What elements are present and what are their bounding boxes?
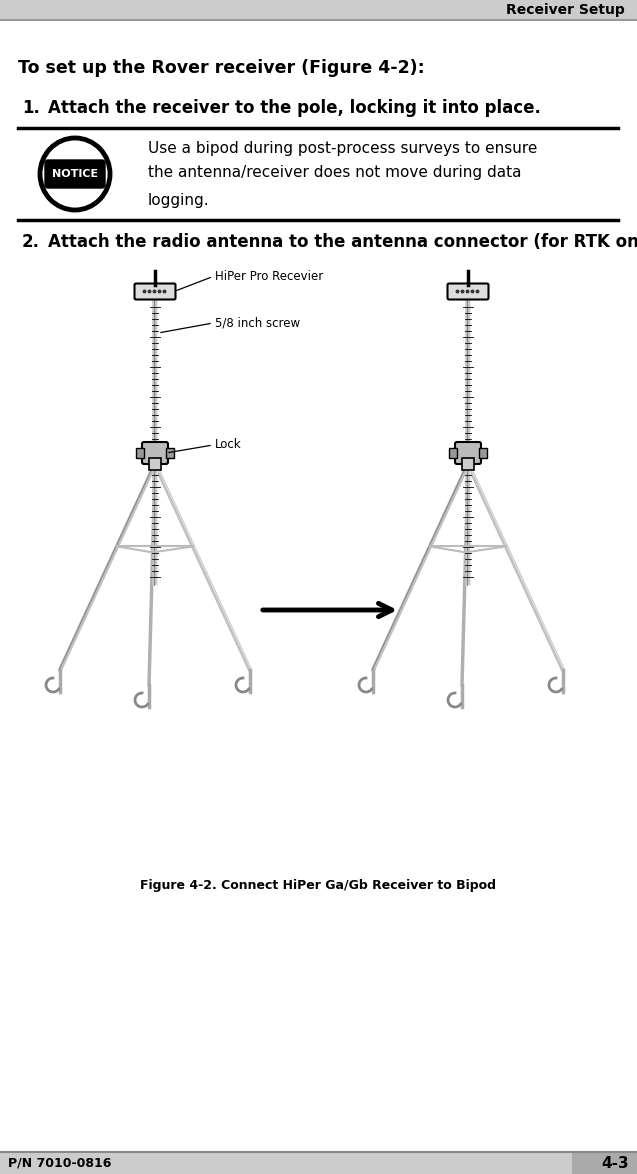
Text: Lock: Lock <box>215 439 241 452</box>
Text: HiPer Pro Recevier: HiPer Pro Recevier <box>215 270 323 283</box>
Text: Use a bipod during post-process surveys to ensure: Use a bipod during post-process surveys … <box>148 141 538 155</box>
Bar <box>449 448 457 458</box>
Text: Attach the receiver to the pole, locking it into place.: Attach the receiver to the pole, locking… <box>48 99 541 117</box>
FancyBboxPatch shape <box>134 283 176 299</box>
Text: NOTICE: NOTICE <box>52 169 98 178</box>
Text: logging.: logging. <box>148 193 210 208</box>
Text: P/N 7010-0816: P/N 7010-0816 <box>8 1156 111 1169</box>
Text: Receiver Setup: Receiver Setup <box>506 4 625 16</box>
Text: 4-3: 4-3 <box>601 1155 629 1170</box>
Bar <box>136 448 144 458</box>
Text: 1.: 1. <box>22 99 40 117</box>
Ellipse shape <box>40 139 110 210</box>
Text: the antenna/receiver does not move during data: the antenna/receiver does not move durin… <box>148 164 522 180</box>
Text: 2.: 2. <box>22 232 40 251</box>
Bar <box>166 448 174 458</box>
Bar <box>0 1152 572 1174</box>
Text: To set up the Rover receiver (Figure 4-2):: To set up the Rover receiver (Figure 4-2… <box>18 59 425 77</box>
Text: 5/8 inch screw: 5/8 inch screw <box>215 317 300 330</box>
Bar <box>0 0 637 20</box>
Text: Attach the radio antenna to the antenna connector (for RTK only).: Attach the radio antenna to the antenna … <box>48 232 637 251</box>
Text: Figure 4-2. Connect HiPer Ga/Gb Receiver to Bipod: Figure 4-2. Connect HiPer Ga/Gb Receiver… <box>141 878 496 891</box>
Bar <box>479 448 487 458</box>
Bar <box>572 1152 637 1174</box>
FancyBboxPatch shape <box>455 441 481 464</box>
FancyBboxPatch shape <box>142 441 168 464</box>
FancyBboxPatch shape <box>45 160 105 188</box>
FancyBboxPatch shape <box>448 283 489 299</box>
